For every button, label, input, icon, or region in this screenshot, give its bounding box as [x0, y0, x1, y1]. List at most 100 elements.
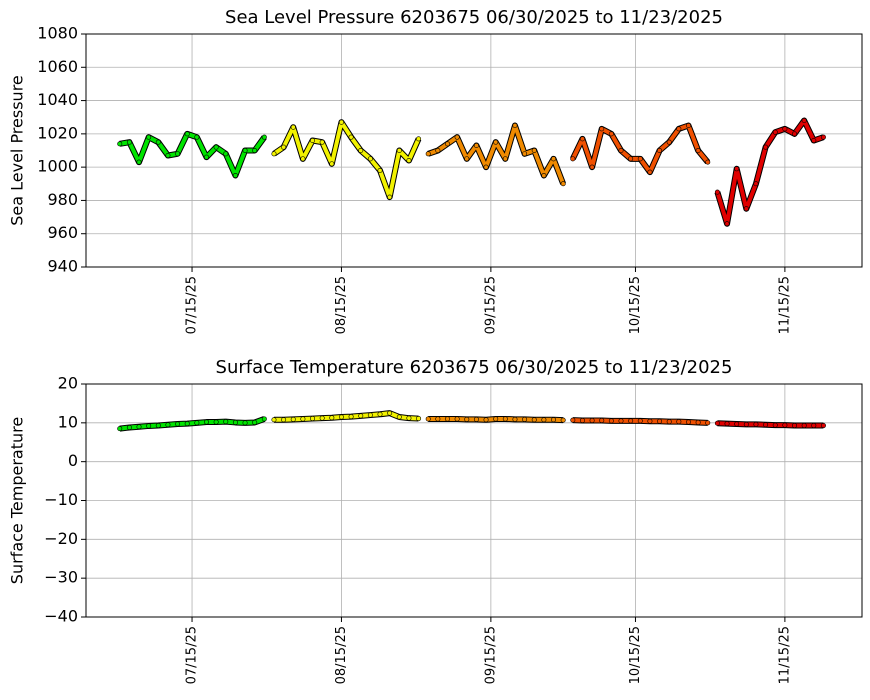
data-point	[358, 413, 364, 419]
data-point	[367, 156, 373, 162]
data-point	[743, 206, 749, 212]
data-point	[444, 141, 450, 147]
x-tick-label: 10/15/25	[628, 276, 643, 334]
data-point	[570, 417, 576, 423]
data-point	[232, 419, 238, 425]
data-point	[416, 136, 422, 142]
data-point	[772, 422, 778, 428]
data-point	[522, 416, 528, 422]
subplot: Surface Temperature 6203675 06/30/2025 t…	[8, 357, 863, 684]
data-point	[493, 139, 499, 145]
y-tick-label: 1040	[37, 90, 78, 109]
subplot: Sea Level Pressure 6203675 06/30/2025 to…	[8, 7, 863, 334]
data-point	[319, 139, 325, 145]
data-point	[657, 148, 663, 154]
x-tick-label: 09/15/25	[483, 626, 498, 684]
data-point	[194, 134, 200, 140]
data-point	[811, 138, 817, 144]
chart-title: Surface Temperature 6203675 06/30/2025 t…	[216, 357, 733, 378]
y-tick-label: 980	[47, 190, 78, 209]
data-point	[801, 423, 807, 429]
data-point	[541, 172, 547, 178]
data-point	[763, 144, 769, 150]
data-point	[685, 419, 691, 425]
data-point	[252, 419, 258, 425]
data-point	[261, 134, 267, 140]
data-point	[512, 416, 518, 422]
data-point	[271, 151, 277, 157]
x-tick-label: 10/15/25	[628, 626, 643, 684]
data-point	[483, 417, 489, 423]
data-point	[666, 419, 672, 425]
data-point	[271, 417, 277, 423]
data-point	[300, 416, 306, 422]
data-point	[117, 426, 123, 432]
data-point	[406, 157, 412, 163]
data-point	[377, 411, 383, 417]
data-point	[155, 139, 161, 145]
series-line	[715, 118, 825, 226]
y-tick-label: 10	[58, 412, 78, 431]
data-point	[801, 118, 807, 124]
data-point	[358, 148, 364, 154]
data-point	[724, 421, 730, 427]
data-point	[136, 159, 142, 165]
data-point	[425, 151, 431, 157]
data-point	[772, 129, 778, 135]
data-point	[657, 418, 663, 424]
data-point	[782, 126, 788, 132]
data-point	[695, 148, 701, 154]
data-point	[396, 148, 402, 154]
data-point	[300, 156, 306, 162]
data-point	[348, 134, 354, 140]
series-line	[119, 417, 266, 431]
data-point	[589, 164, 595, 170]
data-point	[454, 416, 460, 422]
y-tick-label: −40	[44, 607, 78, 626]
data-point	[203, 419, 209, 425]
data-point	[416, 416, 422, 422]
data-point	[647, 169, 653, 175]
data-point	[165, 422, 171, 428]
data-point	[695, 419, 701, 425]
y-tick-label: −10	[44, 490, 78, 509]
data-point	[223, 151, 229, 157]
data-point	[820, 423, 826, 429]
y-tick-label: −20	[44, 529, 78, 548]
data-point	[473, 143, 479, 149]
y-tick-label: 1020	[37, 123, 78, 142]
data-point	[464, 416, 470, 422]
data-point	[435, 416, 441, 422]
y-tick-label: −30	[44, 568, 78, 587]
data-point	[753, 421, 759, 427]
data-point	[454, 134, 460, 140]
data-point	[628, 418, 634, 424]
x-tick-label: 11/15/25	[777, 276, 792, 334]
plot-frame	[85, 383, 863, 618]
data-point	[570, 156, 576, 162]
data-point	[310, 138, 316, 144]
data-point	[714, 420, 720, 426]
data-point	[136, 424, 142, 430]
data-point	[194, 420, 200, 426]
data-point	[560, 181, 566, 187]
data-point	[281, 417, 287, 423]
data-point	[290, 416, 296, 422]
y-tick-label: 960	[47, 223, 78, 242]
data-point	[338, 119, 344, 125]
data-point	[724, 221, 730, 227]
series-line	[272, 120, 421, 200]
data-point	[792, 131, 798, 137]
data-point	[599, 126, 605, 132]
data-point	[531, 148, 537, 154]
data-point	[512, 123, 518, 129]
data-point	[599, 418, 605, 424]
data-point	[406, 415, 412, 421]
data-point	[464, 156, 470, 162]
data-point	[425, 416, 431, 422]
y-tick-label: 1080	[37, 24, 78, 43]
data-point	[743, 421, 749, 427]
data-point	[165, 152, 171, 158]
data-point	[560, 417, 566, 423]
